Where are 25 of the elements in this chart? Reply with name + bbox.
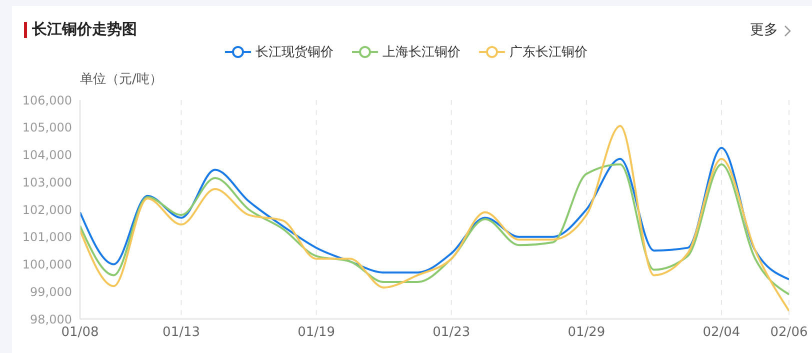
y-tick-label: 106,000 — [22, 93, 72, 108]
y-tick-label: 103,000 — [22, 175, 72, 190]
x-tick-label: 01/19 — [298, 325, 336, 340]
line-series — [80, 163, 789, 296]
x-tick-label: 02/04 — [702, 325, 740, 340]
y-tick-label: 101,000 — [22, 230, 72, 244]
x-tick-label: 01/13 — [162, 325, 200, 340]
y-tick-label: 99,000 — [30, 284, 72, 299]
y-tick-label: 104,000 — [22, 148, 72, 162]
x-tick-label: 02/06 — [770, 325, 808, 340]
x-tick-label: 01/08 — [61, 325, 99, 340]
y-axis-title: 单位（元/吨） — [80, 71, 162, 88]
y-tick-label: 102,000 — [22, 202, 72, 217]
x-tick-label: 01/23 — [432, 325, 470, 340]
y-tick-label: 105,000 — [22, 120, 72, 135]
y-tick-label: 100,000 — [22, 258, 72, 272]
x-tick-label: 01/29 — [568, 325, 606, 340]
y-tick-label: 98,000 — [30, 312, 72, 326]
text: 更多 — [750, 21, 778, 39]
chart-title: 长江铜价走势图 — [32, 20, 137, 39]
legend-label: 广东长江铜价 — [510, 44, 588, 61]
line-series — [80, 125, 789, 312]
line-series — [80, 146, 789, 280]
legend-label: 长江现货铜价 — [256, 44, 334, 61]
legend-label: 上海长江铜价 — [382, 44, 460, 61]
